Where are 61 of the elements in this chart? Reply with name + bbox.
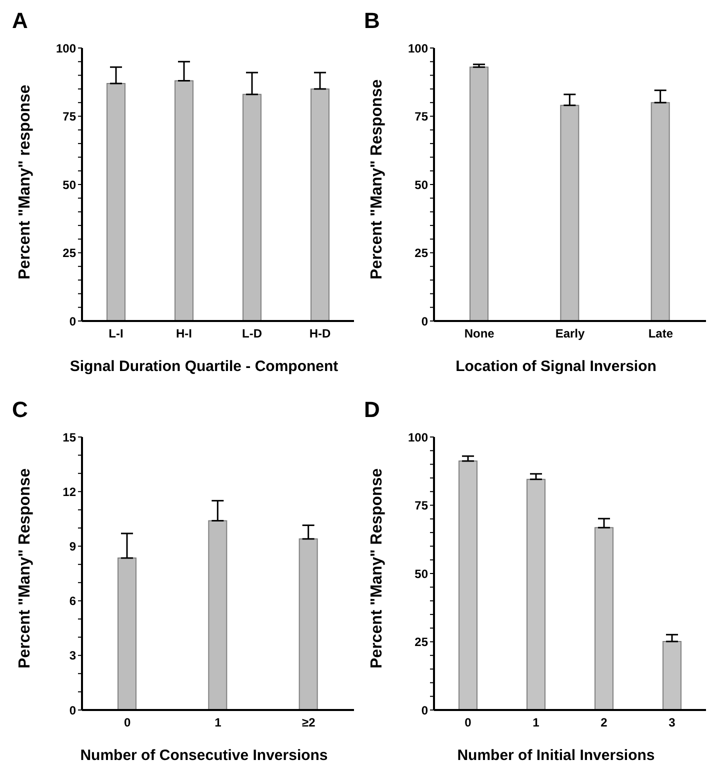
y-axis-title: Percent "Many" Response	[16, 468, 34, 668]
y-tick-label: 25	[62, 246, 76, 260]
y-tick-label: 75	[62, 110, 76, 124]
y-tick-label: 100	[408, 41, 428, 56]
y-tick-label: 75	[414, 498, 428, 513]
y-tick-label: 50	[62, 178, 76, 192]
bar	[174, 80, 194, 321]
bar	[298, 538, 318, 710]
x-tick-label: H-I	[176, 326, 192, 341]
y-tick-label: 0	[69, 314, 76, 328]
y-axis-title: Percent "Many" response	[16, 84, 34, 280]
x-axis-title: Number of Initial Inversions	[457, 747, 655, 764]
bar	[310, 88, 330, 321]
x-tick-label: 0	[124, 716, 131, 730]
bar	[594, 527, 614, 710]
x-axis-title: Number of Consecutive Inversions	[80, 747, 328, 764]
y-tick-label: 100	[408, 430, 428, 444]
x-tick-label: L-D	[242, 326, 262, 341]
y-tick-label: 0	[421, 703, 428, 718]
bar	[560, 104, 580, 321]
y-tick-label: 75	[414, 110, 428, 124]
y-tick-label: 3	[69, 648, 76, 663]
x-tick-label: ≥2	[302, 716, 316, 730]
y-tick-label: 9	[69, 539, 76, 554]
x-tick-label: 3	[668, 716, 676, 730]
bar	[106, 82, 126, 321]
y-tick-label: 25	[414, 635, 428, 650]
y-tick-label: 12	[62, 484, 76, 499]
x-axis-title: Location of Signal Inversion	[456, 358, 656, 375]
bar	[662, 640, 682, 710]
x-tick-label: Early	[555, 326, 585, 341]
y-tick-label: 50	[414, 566, 428, 581]
chart-title: D	[364, 397, 380, 423]
y-tick-label: 25	[414, 246, 428, 260]
y-axis-title: Percent "Many" Response	[368, 79, 386, 280]
chart-title: B	[364, 8, 380, 34]
y-tick-label: 15	[62, 430, 76, 444]
bar	[458, 460, 478, 710]
bar	[208, 520, 228, 710]
chart-title: C	[12, 397, 28, 423]
x-tick-label: 1	[214, 716, 222, 730]
x-tick-label: H-D	[309, 326, 331, 341]
x-tick-label: Late	[648, 326, 674, 341]
bar	[470, 66, 488, 321]
bar	[650, 102, 670, 321]
y-tick-label: 100	[56, 41, 76, 56]
x-tick-label: 0	[464, 716, 472, 730]
x-axis-title: Signal Duration Quartile - Component	[70, 358, 338, 375]
x-tick-label: None	[464, 326, 495, 341]
chart-title: A	[12, 8, 28, 34]
y-tick-label: 6	[69, 594, 76, 608]
bar	[118, 558, 136, 710]
y-axis-title: Percent "Many" Response	[368, 468, 386, 668]
y-tick-label: 0	[69, 703, 76, 718]
bar	[242, 94, 262, 321]
x-tick-label: 1	[532, 716, 540, 730]
y-tick-label: 0	[421, 314, 428, 328]
x-tick-label: 2	[600, 716, 608, 730]
y-tick-label: 50	[414, 178, 428, 192]
bar	[526, 478, 546, 710]
x-tick-label: L-I	[108, 326, 124, 341]
